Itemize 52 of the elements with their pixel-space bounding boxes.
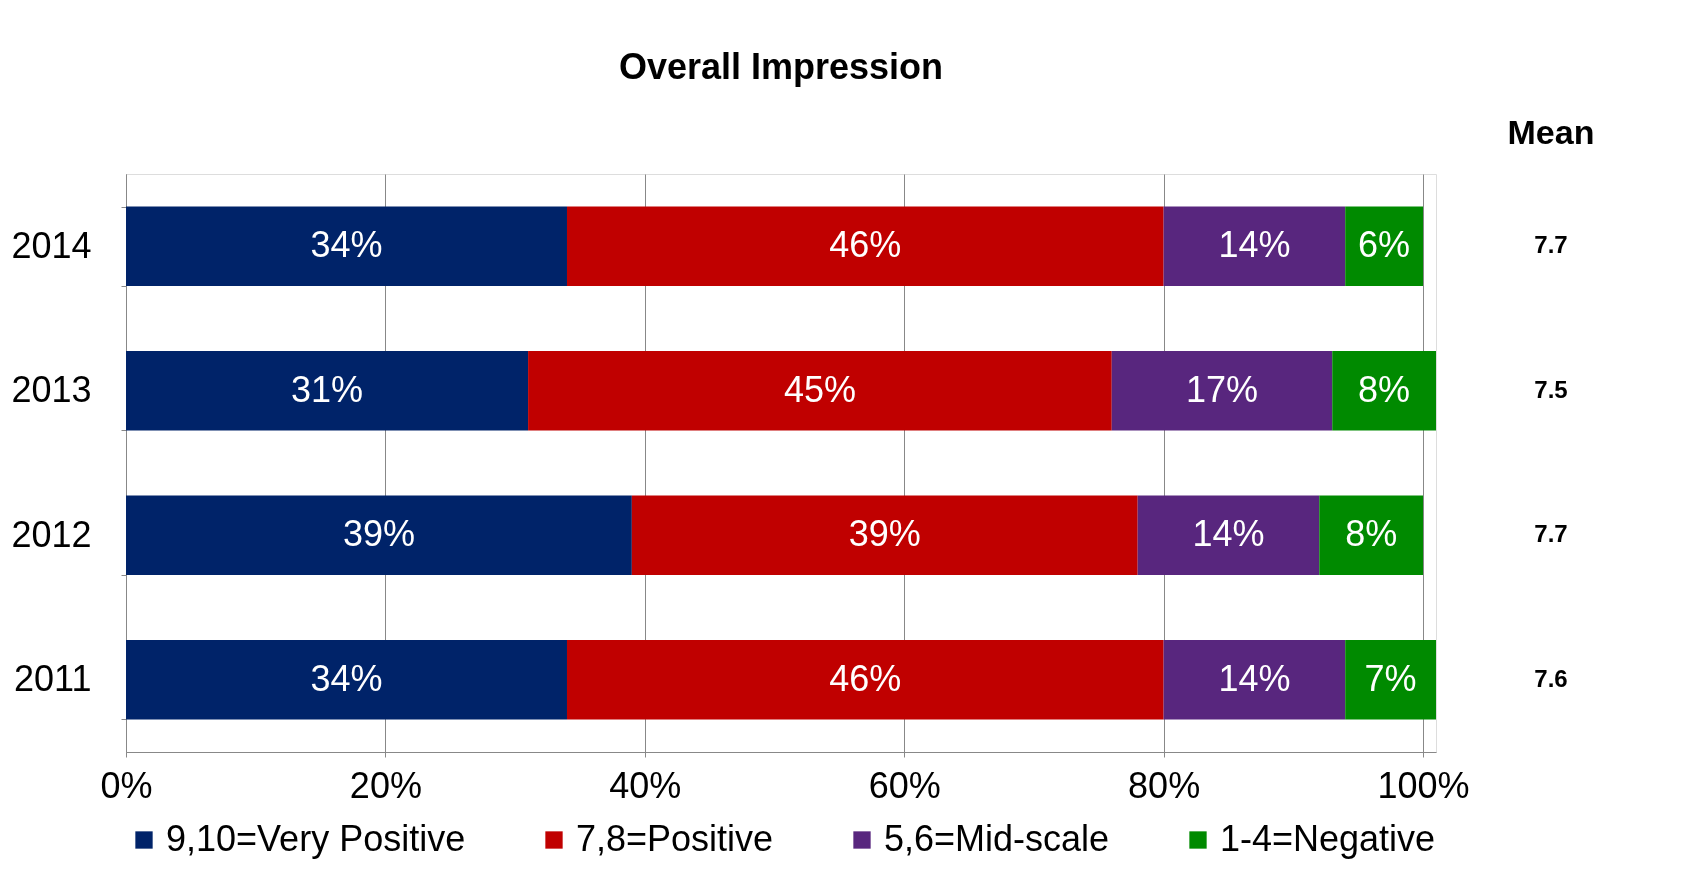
bar [631, 495, 1138, 575]
x-tick-label: 100% [1377, 764, 1470, 806]
bar [1111, 351, 1333, 431]
bar [1345, 640, 1436, 720]
y-tick-label: 2012 [11, 513, 92, 555]
bar [1137, 495, 1320, 575]
bar [126, 640, 567, 720]
data-label: 6% [1358, 224, 1411, 266]
x-tick-label: 40% [609, 764, 682, 806]
x-tick-label: 20% [349, 764, 422, 806]
text: 7.5 [1534, 375, 1568, 403]
bar [1319, 495, 1424, 575]
data-label: 39% [848, 513, 921, 555]
data-label: 8% [1345, 513, 1398, 555]
data-label: 31% [291, 368, 364, 410]
bar [528, 351, 1112, 431]
data-label: 34% [310, 224, 383, 266]
x-tick-label: 60% [868, 764, 941, 806]
y-tick-label: 2011 [14, 658, 92, 700]
text: 7.7 [1534, 231, 1568, 259]
text: 7.7 [1534, 520, 1568, 548]
legend-label: 9,10=Very Positive [166, 818, 466, 859]
data-label: 8% [1358, 368, 1411, 410]
legend-label: 5,6=Mid-scale [884, 818, 1110, 859]
x-tick-label: 80% [1128, 764, 1201, 806]
bar [1332, 351, 1436, 431]
data-label: 46% [829, 657, 902, 699]
data-label: 7% [1364, 657, 1417, 699]
bar [566, 206, 1164, 286]
data-label: 14% [1218, 224, 1291, 266]
data-label: 14% [1192, 513, 1265, 555]
text: Mean [1507, 113, 1595, 151]
bar [126, 351, 529, 431]
bar [126, 495, 632, 575]
data-label: 39% [342, 513, 415, 555]
bar [1163, 206, 1346, 286]
text: 7.6 [1534, 664, 1568, 692]
y-tick-label: 2013 [11, 369, 92, 411]
legend-label: 7,8=Positive [576, 818, 774, 859]
legend-label: 1-4=Negative [1220, 818, 1436, 859]
chart-title: Overall Impression [618, 46, 944, 87]
bar [566, 640, 1164, 720]
x-tick-label: 0% [100, 764, 153, 806]
y-tick-label: 2014 [11, 224, 92, 266]
bar [1163, 640, 1346, 720]
bar [1345, 206, 1424, 286]
data-label: 34% [310, 657, 383, 699]
data-label: 17% [1185, 368, 1259, 410]
data-label: 46% [829, 224, 902, 266]
data-label: 45% [783, 368, 856, 410]
bar [126, 206, 567, 286]
data-label: 14% [1218, 657, 1291, 699]
